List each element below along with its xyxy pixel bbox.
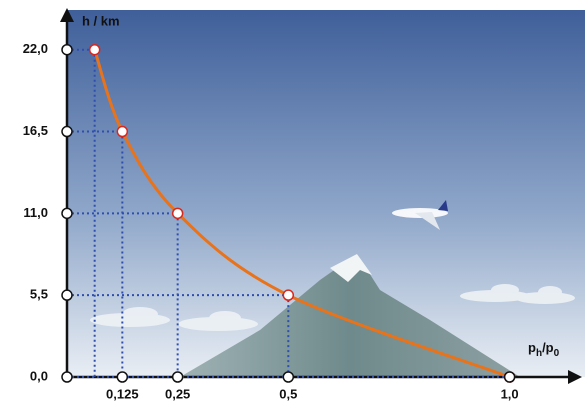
y-tick [61,43,73,56]
x-tick-label: 0,125 [106,386,139,401]
x-tick-label: 1,0 [501,386,519,401]
y-axis-arrow [60,8,74,22]
data-point [88,43,101,56]
y-tick-label: 22,0 [23,41,48,56]
y-tick [61,207,73,220]
x-axis-label: ph/p0 [528,340,560,358]
x-tick-label: 0,25 [165,386,190,401]
mountain-snow [330,254,372,282]
clouds [90,284,575,331]
y-tick-label: 5,5 [30,287,48,302]
data-point [171,207,184,220]
airplane [392,200,448,230]
x-tick [503,371,516,383]
x-tick-label: 0,5 [279,386,297,401]
x-tick [282,371,295,383]
x-axis-arrow [568,370,582,384]
y-tick [61,371,73,383]
mountain [180,254,520,377]
y-tick-label: 0,0 [30,368,48,383]
x-tick [116,371,129,383]
data-point [282,289,295,301]
y-tick-label: 11,0 [23,205,48,220]
data-point [116,125,129,138]
y-tick [61,289,73,301]
y-tick [61,125,73,138]
curve [93,49,511,379]
x-tick [171,371,184,383]
y-axis-label: h / km [82,13,120,28]
y-tick-label: 16,5 [23,123,48,138]
